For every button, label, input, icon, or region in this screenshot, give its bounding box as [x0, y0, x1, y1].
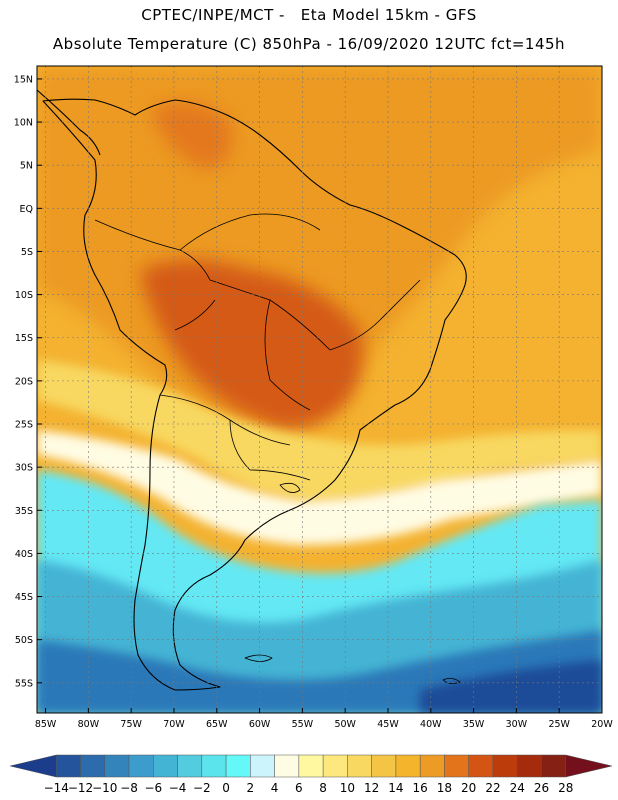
- lat-label: 35S: [15, 506, 33, 517]
- colorbar-label: 18: [437, 781, 452, 795]
- colorbar-swatch: [322, 754, 348, 778]
- central-america-outline: [37, 89, 101, 156]
- latitude-labels: 15N 10N 5N EQ 5S 10S 15S 20S 25S 30S 35S 40S 45S 50S 5…: [14, 74, 42, 689]
- colorbar-swatch: [419, 754, 445, 778]
- lon-label: 25W: [548, 719, 570, 730]
- lat-label: 10N: [14, 118, 33, 129]
- temperature-field: [37, 66, 602, 713]
- colorbar-swatch: [371, 754, 397, 778]
- gridlines: [37, 66, 603, 713]
- lat-label: 5N: [20, 161, 33, 172]
- colorbar-swatch: [541, 754, 566, 778]
- lon-label: 40W: [420, 719, 442, 730]
- lat-label: 5S: [21, 247, 33, 258]
- lat-label: EQ: [20, 204, 33, 215]
- cold-deepest: [420, 660, 602, 713]
- colorbar-label: 22: [485, 781, 500, 795]
- warm-north: [150, 102, 233, 170]
- colorbar-swatch: [225, 754, 251, 778]
- colorbar-label: −4: [169, 781, 187, 795]
- lat-label: 20S: [15, 376, 33, 387]
- colorbar-swatch: [444, 754, 469, 778]
- lat-label: 10S: [15, 290, 33, 301]
- colorbar-label: 8: [319, 781, 327, 795]
- colorbar-label: 0: [222, 781, 230, 795]
- lat-label: 55S: [15, 678, 33, 689]
- lon-label: 65W: [206, 719, 228, 730]
- lon-label: 30W: [506, 719, 528, 730]
- lat-label: 40S: [15, 549, 33, 560]
- lon-label: 20W: [591, 719, 613, 730]
- border-lines: [94, 213, 421, 481]
- colorbar-label: 28: [558, 781, 573, 795]
- lat-label: 25S: [15, 420, 33, 431]
- colorbar-label: 4: [271, 781, 279, 795]
- lon-label: 50W: [334, 719, 356, 730]
- colorbar-swatch: [516, 754, 542, 778]
- colorbar-label: 12: [364, 781, 379, 795]
- lat-label: 45S: [15, 592, 33, 603]
- colorbar-label: −6: [144, 781, 162, 795]
- colorbar-label: 2: [247, 781, 255, 795]
- colorbar-label: −10: [92, 781, 117, 795]
- lon-label: 80W: [78, 719, 100, 730]
- colorbar-label: −8: [120, 781, 138, 795]
- title-line-2: Absolute Temperature (C) 850hPa - 16/09/…: [52, 35, 566, 53]
- colorbar-swatch: [347, 754, 372, 778]
- lon-label: 75W: [120, 719, 142, 730]
- colorbar-swatch: [177, 754, 203, 778]
- colorbar-swatch: [565, 754, 613, 778]
- colorbar-swatch: [80, 754, 106, 778]
- yellow-band: [37, 360, 602, 500]
- longitude-labels: 85W 80W 75W 70W 65W 60W 55W 50W 45W 40W 35W 30W 25W 2…: [35, 708, 613, 730]
- colorbar-swatch: [250, 754, 275, 778]
- south-america-outline: [42, 98, 467, 691]
- colorbar-swatch: [298, 754, 324, 778]
- colorbar-swatch: [274, 754, 300, 778]
- plot-frame: [36, 65, 603, 714]
- colorbar-label: 6: [295, 781, 303, 795]
- lake-outline: [279, 482, 301, 493]
- colorbar-swatch: [468, 754, 494, 778]
- lat-label: 15S: [15, 333, 33, 344]
- lon-label: 85W: [35, 719, 57, 730]
- colorbar-label: 24: [510, 781, 525, 795]
- lon-label: 35W: [463, 719, 485, 730]
- colorbar-label: 26: [534, 781, 549, 795]
- colorbar-label: 10: [340, 781, 355, 795]
- lon-label: 60W: [249, 719, 271, 730]
- colorbar-label: −12: [68, 781, 93, 795]
- lat-label: 15N: [14, 74, 33, 85]
- lat-label: 50S: [15, 635, 33, 646]
- cream-band: [37, 430, 602, 545]
- colorbar: −14−12−10 −8 −6 −4 −2 0 2 4 6 8 10 12 14 16 18 20 22 24 26…: [9, 754, 613, 795]
- colorbar-label: 14: [388, 781, 403, 795]
- title-line-1: CPTEC/INPE/MCT - Eta Model 15km - GFS: [141, 6, 477, 24]
- colorbar-swatch: [104, 754, 130, 778]
- colorbar-swatch: [56, 754, 81, 778]
- colorbar-label: −2: [193, 781, 211, 795]
- lat-label: 30S: [15, 463, 33, 474]
- lon-label: 55W: [292, 719, 314, 730]
- colorbar-swatch: [395, 754, 421, 778]
- colorbar-label: 20: [461, 781, 476, 795]
- colorbar-swatch: [201, 754, 227, 778]
- lon-label: 45W: [377, 719, 399, 730]
- colorbar-swatch: [153, 754, 178, 778]
- colorbar-label: −14: [44, 781, 69, 795]
- hot-core: [140, 260, 363, 428]
- colorbar-label: 16: [413, 781, 428, 795]
- colorbar-swatch: [9, 754, 57, 778]
- colorbar-swatch: [492, 754, 518, 778]
- falkland-outline: [244, 654, 273, 662]
- lon-label: 70W: [163, 719, 185, 730]
- colorbar-swatch: [128, 754, 154, 778]
